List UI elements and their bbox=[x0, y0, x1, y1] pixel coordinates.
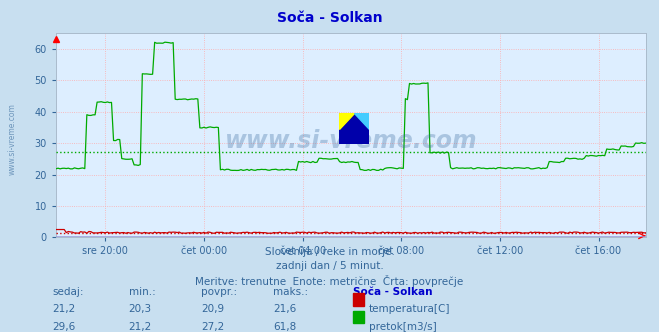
Text: pretok[m3/s]: pretok[m3/s] bbox=[369, 322, 437, 332]
Text: 21,2: 21,2 bbox=[129, 322, 152, 332]
Text: www.si-vreme.com: www.si-vreme.com bbox=[225, 129, 477, 153]
Text: Meritve: trenutne  Enote: metrične  Črta: povprečje: Meritve: trenutne Enote: metrične Črta: … bbox=[195, 275, 464, 287]
Polygon shape bbox=[339, 113, 369, 144]
Text: 61,8: 61,8 bbox=[273, 322, 297, 332]
Text: www.si-vreme.com: www.si-vreme.com bbox=[8, 104, 17, 175]
Text: povpr.:: povpr.: bbox=[201, 287, 237, 297]
Text: 20,3: 20,3 bbox=[129, 304, 152, 314]
Polygon shape bbox=[355, 113, 369, 129]
Polygon shape bbox=[339, 113, 355, 129]
Text: 20,9: 20,9 bbox=[201, 304, 224, 314]
Text: 21,2: 21,2 bbox=[53, 304, 76, 314]
Text: 29,6: 29,6 bbox=[53, 322, 76, 332]
Text: temperatura[C]: temperatura[C] bbox=[369, 304, 451, 314]
Text: 27,2: 27,2 bbox=[201, 322, 224, 332]
Text: min.:: min.: bbox=[129, 287, 156, 297]
Text: sedaj:: sedaj: bbox=[53, 287, 84, 297]
Text: zadnji dan / 5 minut.: zadnji dan / 5 minut. bbox=[275, 261, 384, 271]
Text: Slovenija / reke in morje.: Slovenija / reke in morje. bbox=[264, 247, 395, 257]
Text: maks.:: maks.: bbox=[273, 287, 308, 297]
Text: 21,6: 21,6 bbox=[273, 304, 297, 314]
Text: Soča - Solkan: Soča - Solkan bbox=[353, 287, 432, 297]
Text: Soča - Solkan: Soča - Solkan bbox=[277, 11, 382, 25]
